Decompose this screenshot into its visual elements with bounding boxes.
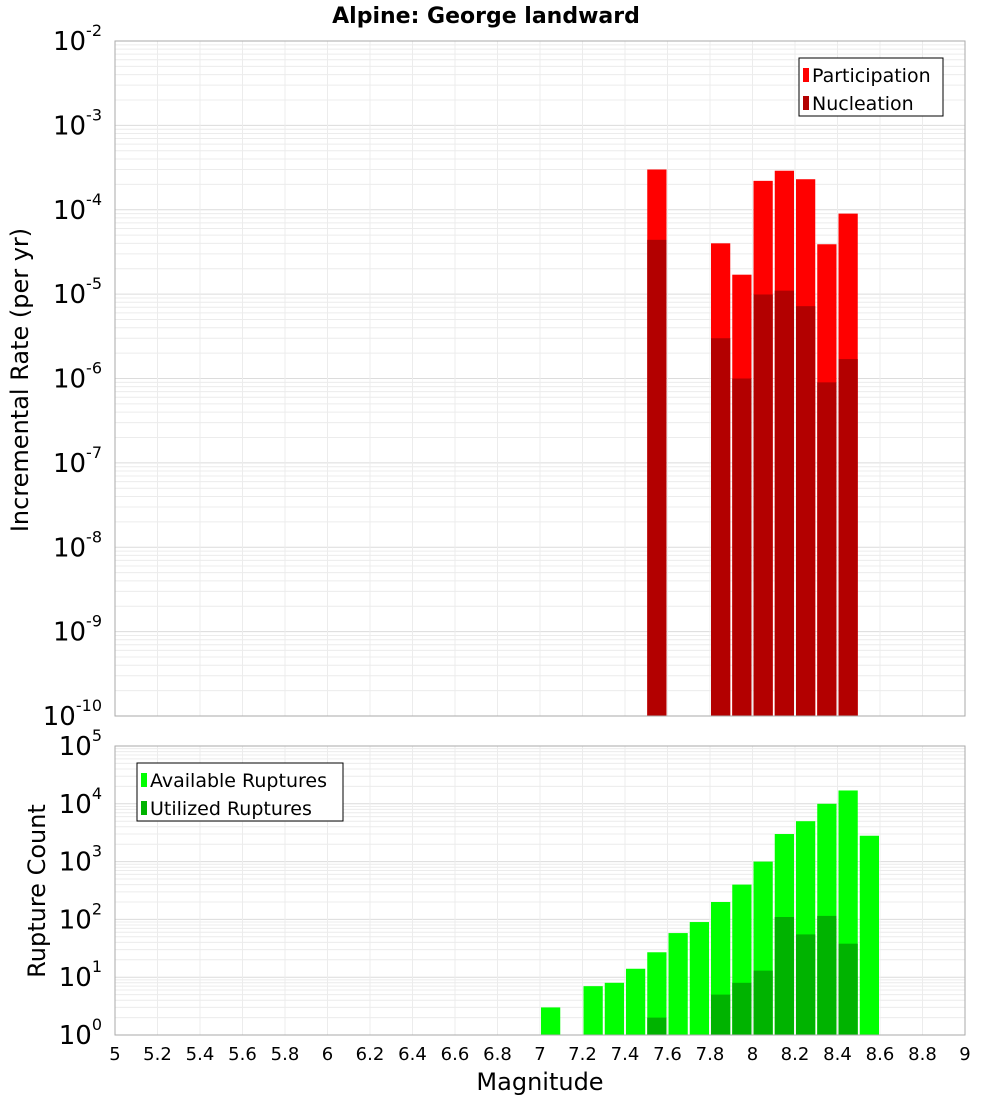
count-bar-utilized-ruptures	[732, 982, 752, 1035]
chart-title: Alpine: George landward	[332, 4, 640, 29]
count-y-tick-label: 100	[59, 1015, 102, 1051]
x-tick-label: 5.8	[271, 1044, 300, 1065]
count-y-tick-label: 101	[59, 957, 102, 993]
legend-swatch	[803, 96, 809, 110]
count-bar-utilized-ruptures	[817, 915, 837, 1035]
rate-plot-frame	[114, 40, 966, 717]
legend-label: Participation	[812, 65, 931, 87]
rate-bar-nucleation	[732, 378, 752, 716]
x-tick-label: 7.4	[611, 1044, 640, 1065]
rate-y-tick-label: 10-8	[53, 527, 102, 563]
count-bar-utilized-ruptures	[838, 943, 858, 1035]
count-y-axis-label: Rupture Count	[23, 804, 51, 978]
count-bar-available-ruptures	[647, 952, 667, 1035]
rate-y-tick-label: 10-7	[53, 443, 102, 479]
rate-legend: Participation Nucleation	[798, 57, 944, 117]
legend-label: Utilized Ruptures	[150, 798, 312, 820]
x-tick-label: 5.4	[186, 1044, 215, 1065]
x-tick-label: 6.6	[441, 1044, 470, 1065]
x-tick-label: 8.8	[908, 1044, 937, 1065]
rate-y-tick-label: 10-9	[53, 612, 102, 648]
rate-y-tick-label: 10-2	[53, 21, 102, 57]
x-tick-label: 6.8	[483, 1044, 512, 1065]
count-bar-available-ruptures	[859, 835, 879, 1035]
count-panel: 100 101 102 103 104 105 5 5.2 5.4 5.6 5.8 6 6.2 6.4 6.…	[59, 726, 971, 1065]
count-y-tick-label: 104	[59, 784, 102, 820]
x-tick-label: 5.6	[228, 1044, 257, 1065]
x-tick-label: 7.8	[696, 1044, 725, 1065]
rate-y-tick-label: 10-4	[53, 190, 102, 226]
x-tick-label: 7.6	[653, 1044, 682, 1065]
count-plot-frame	[114, 745, 966, 1036]
count-bar-available-ruptures	[626, 968, 646, 1035]
count-y-tick-label: 103	[59, 842, 102, 878]
x-tick-label: 8.4	[823, 1044, 852, 1065]
x-tick-label: 7	[534, 1044, 545, 1065]
count-bar-available-ruptures	[668, 933, 688, 1035]
rate-y-tick-label: 10-6	[53, 359, 102, 395]
rate-y-tick-label: 10-5	[53, 274, 102, 310]
rate-bar-nucleation	[753, 294, 773, 716]
count-legend: Available Ruptures Utilized Ruptures	[136, 762, 344, 822]
count-bar-available-ruptures	[604, 982, 624, 1035]
rate-y-tick-label: 10-3	[53, 105, 102, 141]
count-bar-utilized-ruptures	[774, 917, 794, 1035]
count-y-tick-label: 102	[59, 899, 102, 935]
count-bar-utilized-ruptures	[711, 994, 731, 1035]
count-bar-available-ruptures	[689, 922, 709, 1035]
x-tick-label: 7.2	[568, 1044, 597, 1065]
x-axis-label: Magnitude	[476, 1068, 603, 1096]
count-y-tick-label: 105	[59, 726, 102, 762]
count-bar-utilized-ruptures	[796, 934, 816, 1035]
legend-box	[136, 762, 344, 822]
legend-box	[798, 57, 944, 117]
rate-bar-nucleation	[796, 306, 816, 716]
legend-swatch	[141, 801, 147, 815]
legend-label: Nucleation	[812, 93, 914, 115]
count-bar-available-ruptures	[541, 1007, 561, 1035]
x-tick-label: 6.2	[356, 1044, 385, 1065]
rate-bar-nucleation	[774, 290, 794, 716]
x-tick-label: 8.2	[781, 1044, 810, 1065]
x-tick-label: 6	[322, 1044, 333, 1065]
legend-swatch	[141, 773, 147, 787]
x-tick-label: 8.6	[866, 1044, 895, 1065]
count-bar-available-ruptures	[583, 986, 603, 1035]
x-tick-label: 9	[959, 1044, 970, 1065]
legend-swatch	[803, 68, 809, 82]
x-tick-label: 5.2	[143, 1044, 172, 1065]
rate-y-tick-label: 10-10	[43, 696, 102, 732]
x-tick-label: 6.4	[398, 1044, 427, 1065]
rate-panel: 10-10 10-9 10-8 10-7 10-6 10-5 10-4 10-3 10-2 Par…	[43, 21, 966, 732]
rate-bar-nucleation	[838, 359, 858, 716]
count-bar-utilized-ruptures	[647, 1017, 667, 1035]
rate-bar-nucleation	[817, 382, 837, 716]
rate-y-axis-label: Incremental Rate (per yr)	[6, 228, 34, 532]
rate-bar-nucleation	[647, 239, 667, 716]
x-tick-label: 5	[109, 1044, 120, 1065]
x-tick-label: 8	[747, 1044, 758, 1065]
rate-bar-nucleation	[711, 338, 731, 716]
count-bar-utilized-ruptures	[753, 970, 773, 1035]
legend-label: Available Ruptures	[150, 770, 327, 792]
